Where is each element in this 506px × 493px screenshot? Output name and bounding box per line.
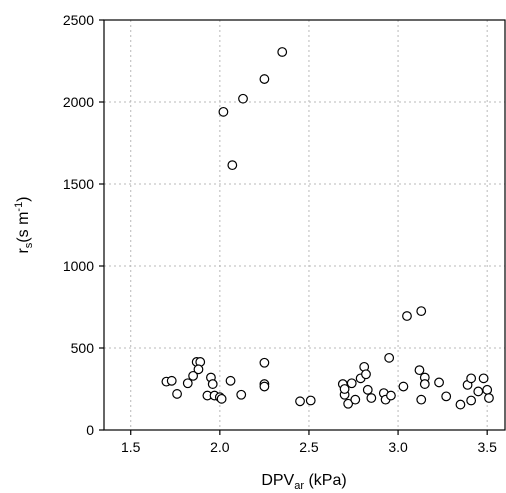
- y-axis-label-superscript: -1: [13, 202, 25, 212]
- data-point: [416, 306, 427, 317]
- data-point: [227, 160, 238, 171]
- data-point: [414, 365, 425, 376]
- y-tick-label: 2500: [63, 12, 94, 28]
- data-point: [441, 391, 452, 402]
- data-point: [339, 384, 350, 394]
- data-points: [161, 47, 494, 410]
- data-point: [350, 394, 361, 405]
- data-point: [386, 390, 396, 401]
- y-tick-label: 1000: [63, 258, 94, 274]
- data-point: [466, 373, 477, 384]
- data-point: [259, 357, 270, 368]
- data-point: [361, 369, 371, 380]
- y-axis-label-subscript: s: [23, 242, 35, 248]
- data-point: [188, 370, 199, 381]
- y-tick-label: 2000: [63, 94, 94, 110]
- data-point: [434, 377, 444, 388]
- data-point: [398, 381, 409, 392]
- data-point: [218, 106, 229, 117]
- data-point: [455, 399, 466, 410]
- data-point: [366, 393, 377, 403]
- y-tick-label: 1500: [63, 176, 94, 192]
- data-point: [193, 364, 204, 375]
- data-point: [166, 375, 177, 386]
- data-point: [402, 311, 412, 321]
- x-tick-label: 1.5: [121, 439, 141, 455]
- data-point: [207, 379, 218, 389]
- data-point: [473, 386, 484, 397]
- data-point: [482, 384, 493, 395]
- data-point: [466, 395, 477, 406]
- data-point: [238, 93, 248, 104]
- grid-layer: [104, 20, 505, 430]
- axis-ticks: [99, 19, 488, 435]
- data-point: [216, 393, 227, 404]
- data-point: [346, 378, 357, 389]
- data-point: [295, 396, 305, 407]
- data-point: [343, 398, 354, 409]
- plot-frame: [103, 19, 506, 431]
- tick-labels: 1.5 2.0 2.5 3.0 3.5 0 500 1000 1500 2000 2500: [63, 12, 497, 455]
- x-axis-label-subscript: ar: [294, 480, 304, 492]
- data-point: [384, 352, 395, 363]
- data-point: [416, 394, 427, 405]
- data-point: [225, 375, 236, 386]
- x-tick-label: 2.0: [210, 439, 230, 455]
- data-point: [259, 74, 270, 84]
- data-point: [236, 389, 247, 400]
- x-tick-label: 2.5: [299, 439, 319, 455]
- x-axis-label: DPVar (kPa): [261, 472, 346, 492]
- data-point: [277, 47, 288, 57]
- data-point: [172, 389, 182, 399]
- y-axis-label: rs(s m-1): [13, 196, 35, 253]
- data-point: [305, 395, 316, 406]
- data-point: [182, 378, 193, 389]
- data-point: [259, 381, 270, 392]
- data-point: [362, 384, 373, 395]
- data-point: [484, 393, 494, 403]
- y-tick-label: 0: [86, 422, 94, 438]
- y-tick-label: 500: [71, 340, 95, 356]
- x-tick-label: 3.0: [388, 439, 408, 455]
- data-point: [478, 373, 489, 384]
- data-point: [419, 379, 430, 389]
- x-tick-label: 3.5: [477, 439, 497, 455]
